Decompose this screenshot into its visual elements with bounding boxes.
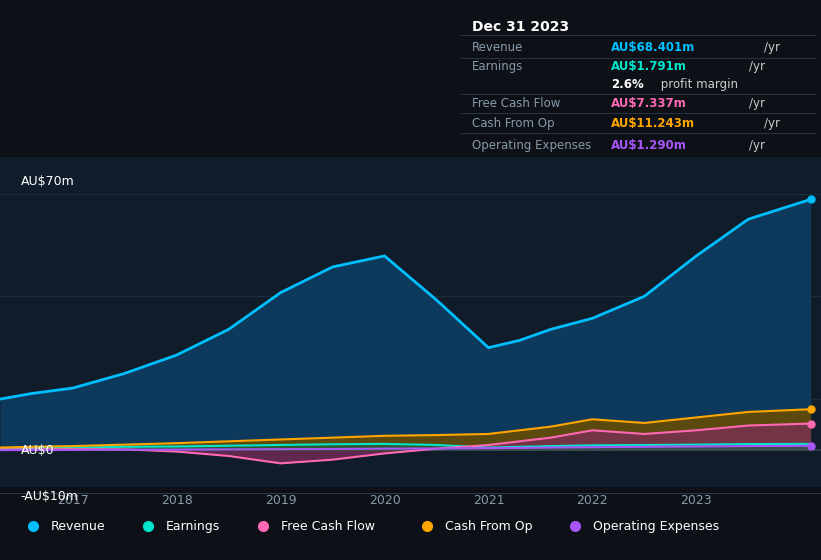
Text: Earnings: Earnings [472, 60, 524, 73]
Text: Dec 31 2023: Dec 31 2023 [472, 20, 569, 34]
Text: AU$68.401m: AU$68.401m [611, 41, 695, 54]
Text: /yr: /yr [764, 116, 780, 130]
Text: Earnings: Earnings [166, 520, 220, 533]
Text: Operating Expenses: Operating Expenses [593, 520, 719, 533]
Text: /yr: /yr [749, 97, 764, 110]
Text: /yr: /yr [764, 41, 780, 54]
Text: AU$7.337m: AU$7.337m [611, 97, 686, 110]
Text: Revenue: Revenue [51, 520, 106, 533]
Text: Free Cash Flow: Free Cash Flow [281, 520, 374, 533]
Text: AU$11.243m: AU$11.243m [611, 116, 695, 130]
Text: /yr: /yr [749, 60, 764, 73]
Text: AU$1.290m: AU$1.290m [611, 139, 686, 152]
Text: 2.6%: 2.6% [611, 78, 644, 91]
Text: Operating Expenses: Operating Expenses [472, 139, 591, 152]
Text: Cash From Op: Cash From Op [445, 520, 533, 533]
Text: Cash From Op: Cash From Op [472, 116, 554, 130]
Text: /yr: /yr [749, 139, 764, 152]
Text: Revenue: Revenue [472, 41, 524, 54]
Text: Free Cash Flow: Free Cash Flow [472, 97, 561, 110]
Text: profit margin: profit margin [657, 78, 738, 91]
Text: AU$70m: AU$70m [21, 175, 74, 188]
Text: AU$1.791m: AU$1.791m [611, 60, 686, 73]
Text: AU$0: AU$0 [21, 444, 54, 457]
Text: -AU$10m: -AU$10m [21, 490, 78, 503]
